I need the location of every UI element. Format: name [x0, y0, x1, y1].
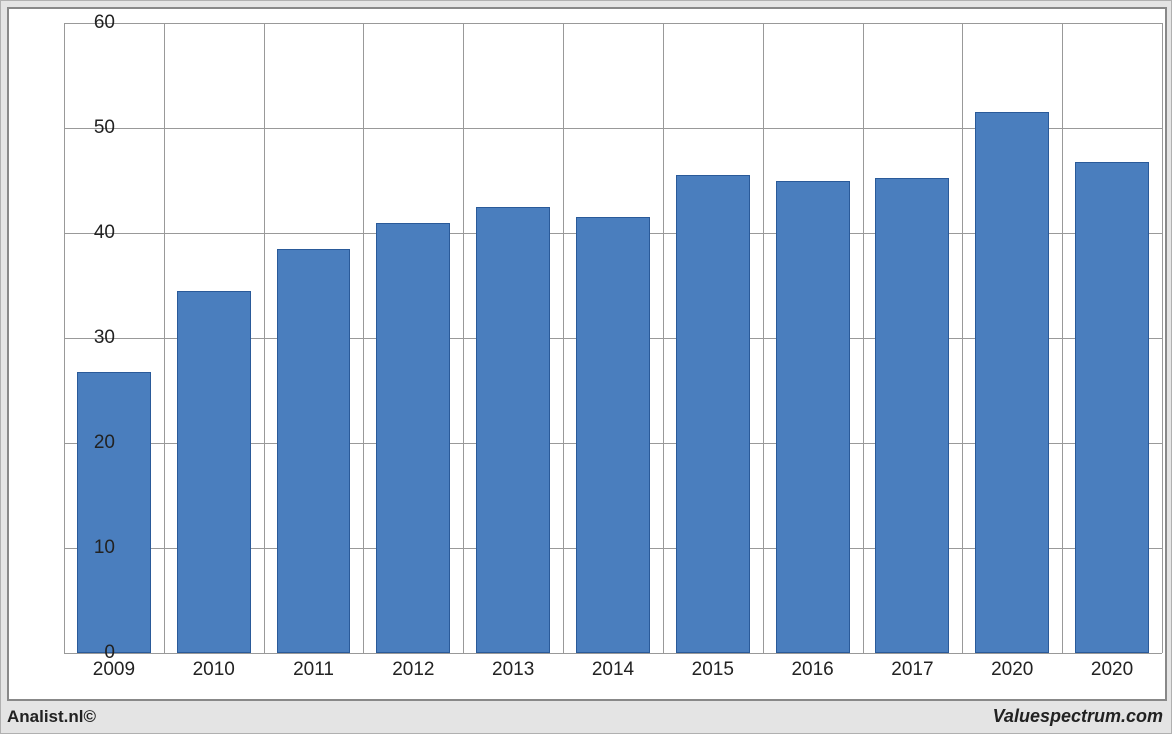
- x-axis-tick-label: 2009: [64, 659, 164, 681]
- footer-left-credit: Analist.nl©: [7, 707, 96, 727]
- bar-slot: [463, 23, 563, 653]
- x-axis-tick-label: 2011: [264, 659, 364, 681]
- chart-frame: 0102030405060 20092010201120122013201420…: [7, 7, 1167, 701]
- y-axis-tick-label: 20: [75, 432, 115, 454]
- x-axis-tick-label: 2014: [563, 659, 663, 681]
- bar-slot: [763, 23, 863, 653]
- bar: [875, 178, 949, 653]
- plot-area: [64, 23, 1162, 653]
- x-axis-labels: 2009201020112012201320142015201620172020…: [64, 659, 1162, 681]
- footer-right-credit: Valuespectrum.com: [993, 706, 1163, 727]
- x-axis-tick-label: 2012: [363, 659, 463, 681]
- gridline-vertical: [1162, 23, 1163, 653]
- y-axis-tick-label: 60: [75, 12, 115, 34]
- bar: [1075, 162, 1149, 653]
- y-axis-tick-label: 10: [75, 537, 115, 559]
- x-axis-tick-label: 2020: [1062, 659, 1162, 681]
- y-axis-tick-label: 30: [75, 327, 115, 349]
- y-axis-tick-label: 50: [75, 117, 115, 139]
- bar: [177, 291, 251, 653]
- bar-slot: [164, 23, 264, 653]
- bar-slot: [663, 23, 763, 653]
- bar: [676, 175, 750, 653]
- x-axis-tick-label: 2010: [164, 659, 264, 681]
- y-axis-tick-label: 40: [75, 222, 115, 244]
- x-axis-tick-label: 2013: [463, 659, 563, 681]
- bar: [77, 372, 151, 653]
- bar-slot: [264, 23, 364, 653]
- bar: [776, 181, 850, 654]
- bar-slot: [363, 23, 463, 653]
- bar: [277, 249, 351, 653]
- x-axis-tick-label: 2015: [663, 659, 763, 681]
- bar-slot: [1062, 23, 1162, 653]
- x-axis-tick-label: 2016: [763, 659, 863, 681]
- bar: [576, 217, 650, 653]
- bar: [376, 223, 450, 654]
- bar: [476, 207, 550, 653]
- x-axis-tick-label: 2020: [962, 659, 1062, 681]
- chart-container: 0102030405060 20092010201120122013201420…: [0, 0, 1172, 734]
- bars-group: [64, 23, 1162, 653]
- bar: [975, 112, 1049, 653]
- gridline-horizontal: [64, 653, 1162, 654]
- bar-slot: [563, 23, 663, 653]
- bar-slot: [962, 23, 1062, 653]
- bar-slot: [863, 23, 963, 653]
- x-axis-tick-label: 2017: [863, 659, 963, 681]
